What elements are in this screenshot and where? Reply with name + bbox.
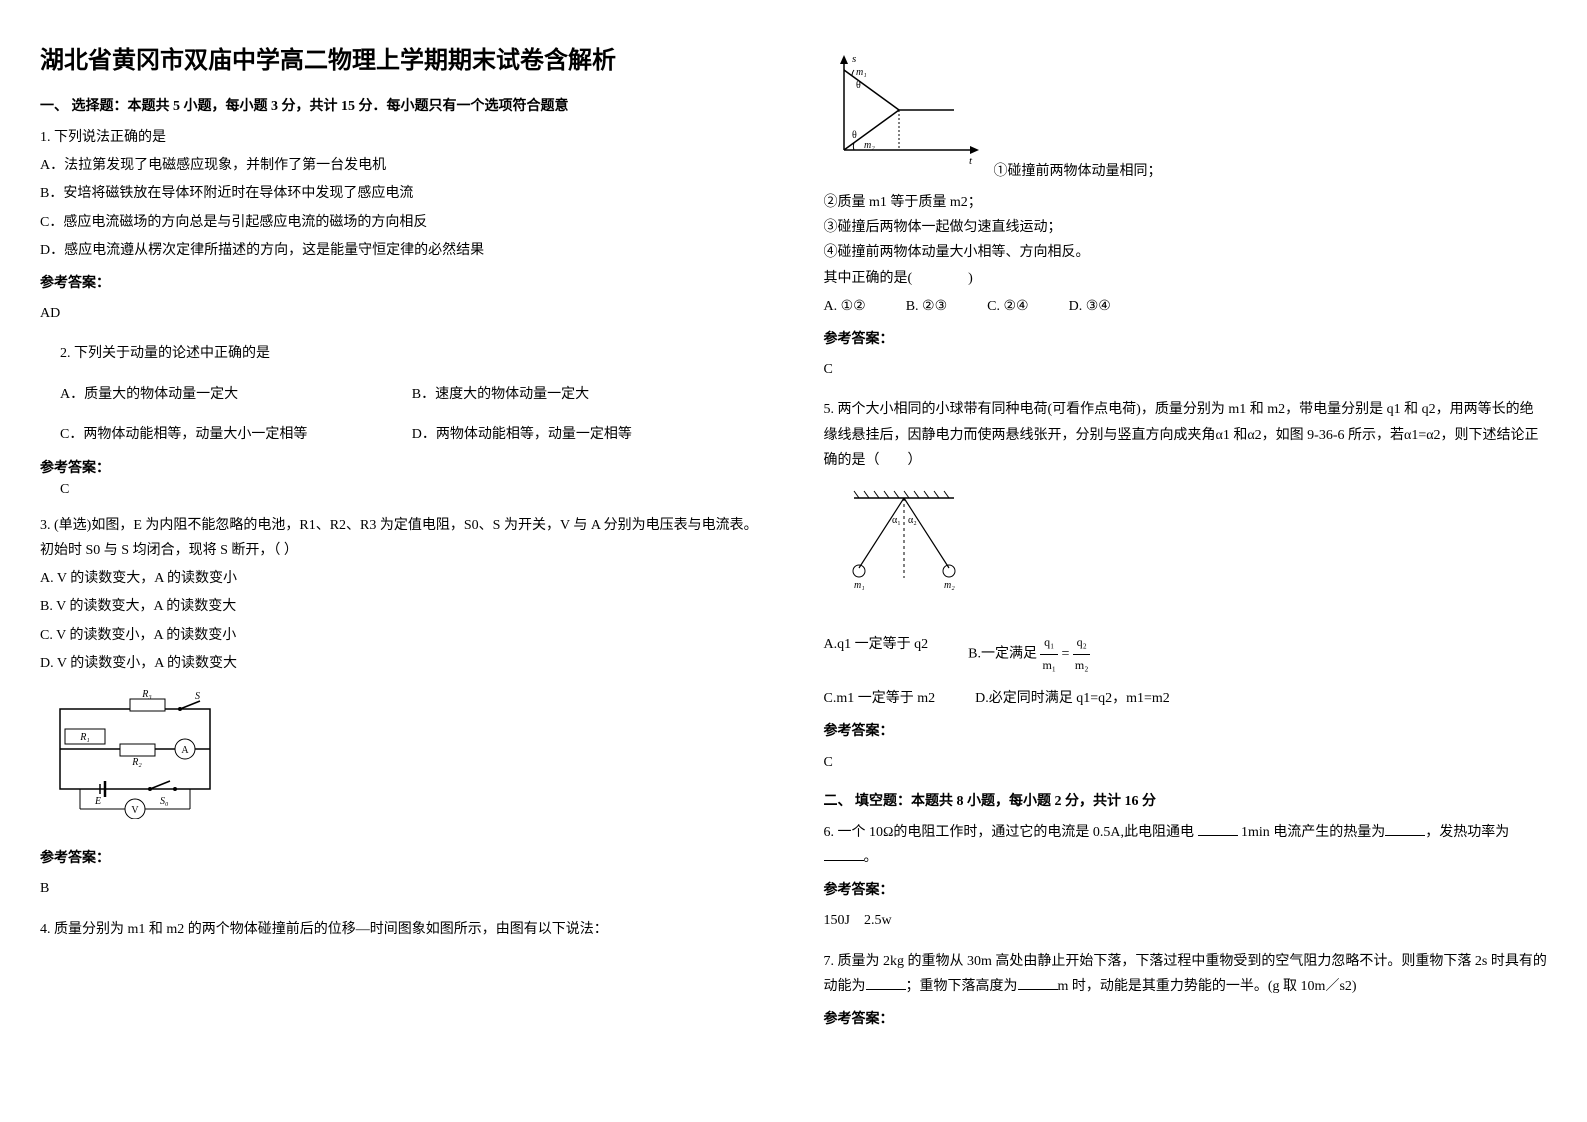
q5-stem: 5. 两个大小相同的小球带有同种电荷(可看作点电荷)，质量分别为 m1 和 m2… [824, 397, 1548, 473]
q7-stem-b: ；重物下落高度为 [906, 979, 1018, 994]
q3-answer-label: 参考答案： [40, 846, 764, 871]
question-2: 2. 下列关于动量的论述中正确的是 A．质量大的物体动量一定大 B．速度大的物体… [60, 341, 764, 447]
q1-optB: B．安培将磁铁放在导体环附近时在导体环中发现了感应电流 [40, 181, 764, 206]
q4-cond4: ④碰撞前两物体动量大小相等、方向相反。 [824, 240, 1548, 265]
q3-optB: B. V 的读数变大，A 的读数变大 [40, 594, 764, 619]
q2-answer: C [60, 482, 764, 498]
q4-stem: 4. 质量分别为 m1 和 m2 的两个物体碰撞前后的位移—时间图象如图所示，由… [40, 917, 764, 942]
m2-label: m₂ [864, 140, 875, 151]
q4-optD: D. ③④ [1069, 294, 1111, 319]
q1-optC: C．感应电流磁场的方向总是与引起感应电流的磁场的方向相反 [40, 210, 764, 235]
q4-optA: A. ①② [824, 294, 866, 319]
q4-answer-label: 参考答案： [824, 327, 1548, 352]
q2-optB: B．速度大的物体动量一定大 [412, 382, 764, 407]
q3-answer: B [40, 876, 764, 901]
circuit-diagram: R₃ S R₁ R₂ A E [40, 689, 240, 819]
question-4-continued: ②质量 m1 等于质量 m2； ③碰撞后两物体一起做匀速直线运动； ④碰撞前两物… [824, 190, 1548, 382]
q5-optD: D.必定同时满足 q1=q2，m1=m2 [975, 686, 1170, 711]
pendulum-diagram: α₁ α₂ m₁ m₂ [824, 483, 984, 593]
alpha1: α₁ [892, 515, 901, 526]
q6-answer: 150J 2.5w [824, 908, 1548, 933]
frac-q2m2: q₂ m₂ [1073, 632, 1091, 676]
q5-optB-prefix: B.一定满足 [968, 646, 1040, 661]
q6-blank1 [1198, 821, 1238, 836]
question-6: 6. 一个 10Ω的电阻工作时，通过它的电流是 0.5A,此电阻通电 1min … [824, 820, 1548, 934]
q7-blank2 [1018, 975, 1058, 990]
question-7: 7. 质量为 2kg 的重物从 30m 高处由静止开始下落，下落过程中重物受到的… [824, 949, 1548, 1033]
ylabel: s [852, 53, 856, 65]
q2-optD: D．两物体动能相等，动量一定相等 [412, 422, 764, 447]
q2-optA: A．质量大的物体动量一定大 [60, 382, 412, 407]
q4-cond2: ②质量 m1 等于质量 m2； [824, 190, 1548, 215]
label-V: V [131, 805, 139, 816]
q1-optA: A．法拉第发现了电磁感应现象，并制作了第一台发电机 [40, 153, 764, 178]
label-S0: S₀ [160, 796, 169, 807]
section1-header: 一、 选择题：本题共 5 小题，每小题 3 分，共计 15 分．每小题只有一个选… [40, 95, 764, 115]
q6-stem-c: ，发热功率为 [1425, 825, 1509, 840]
xlabel: t [969, 155, 973, 167]
q5-answer-label: 参考答案： [824, 719, 1548, 744]
question-5: 5. 两个大小相同的小球带有同种电荷(可看作点电荷)，质量分别为 m1 和 m2… [824, 397, 1548, 775]
frac-num-q2: q₂ [1073, 632, 1091, 655]
frac-den-m2: m₂ [1073, 655, 1091, 677]
section2-header: 二、 填空题：本题共 8 小题，每小题 2 分，共计 16 分 [824, 790, 1548, 810]
right-column: s t m₁ θ m₂ θ ①碰撞前两物体动量相同； [824, 40, 1548, 1042]
q7-stem-c: m 时，动能是其重力势能的一半。(g 取 10m／s2) [1058, 979, 1357, 994]
theta2: θ [852, 130, 857, 141]
frac-num-q1: q₁ [1040, 632, 1058, 655]
q1-answer: AD [40, 301, 764, 326]
question-1: 1. 下列说法正确的是 A．法拉第发现了电磁感应现象，并制作了第一台发电机 B．… [40, 125, 764, 326]
label-E: E [94, 796, 101, 807]
label-R1: R₁ [79, 732, 90, 743]
q6-stem-d: 。 [864, 850, 878, 865]
label-S: S [195, 691, 200, 702]
alpha2: α₂ [908, 515, 917, 526]
q2-answer-label: 参考答案： [40, 457, 764, 477]
q3-optD: D. V 的读数变小，A 的读数变大 [40, 651, 764, 676]
q3-optA: A. V 的读数变大，A 的读数变小 [40, 566, 764, 591]
m1-label: m₁ [856, 67, 867, 78]
q6-stem-b: 1min 电流产生的热量为 [1238, 825, 1386, 840]
q1-answer-label: 参考答案： [40, 271, 764, 296]
label-A: A [181, 745, 189, 756]
q5-optB: B.一定满足 q₁ m₁ = q₂ m₂ [968, 632, 1090, 676]
q7-blank1 [866, 975, 906, 990]
q2-optC: C．两物体动能相等，动量大小一定相等 [60, 422, 412, 447]
page-title: 湖北省黄冈市双庙中学高二物理上学期期末试卷含解析 [40, 40, 764, 75]
label-R2: R₂ [131, 757, 142, 768]
q5-optC: C.m1 一定等于 m2 [824, 686, 936, 711]
q6-answer-label: 参考答案： [824, 878, 1548, 903]
frac-q1m1: q₁ m₁ [1040, 632, 1058, 676]
label-R3: R₃ [141, 689, 152, 700]
q5-answer: C [824, 750, 1548, 775]
q6-blank2 [1385, 821, 1425, 836]
question-4-stem: 4. 质量分别为 m1 和 m2 的两个物体碰撞前后的位移—时间图象如图所示，由… [40, 917, 764, 942]
m1-ball: m₁ [854, 580, 865, 591]
q2-stem: 2. 下列关于动量的论述中正确的是 [60, 341, 764, 366]
q4-cond3: ③碰撞后两物体一起做匀速直线运动； [824, 215, 1548, 240]
q4-optC: C. ②④ [987, 294, 1028, 319]
q4-ask: 其中正确的是( ) [824, 266, 1548, 291]
q3-stem: 3. (单选)如图，E 为内阻不能忽略的电池，R1、R2、R3 为定值电阻，S0… [40, 513, 764, 563]
q7-answer-label: 参考答案： [824, 1007, 1548, 1032]
left-column: 湖北省黄冈市双庙中学高二物理上学期期末试卷含解析 一、 选择题：本题共 5 小题… [40, 40, 764, 1042]
frac-den-m1: m₁ [1040, 655, 1058, 677]
displacement-time-graph: s t m₁ θ m₂ θ [824, 50, 984, 170]
theta1: θ [856, 80, 861, 91]
q5-optA: A.q1 一定等于 q2 [824, 632, 929, 676]
q4-graph-row: s t m₁ θ m₂ θ ①碰撞前两物体动量相同； [824, 40, 1548, 180]
m2-ball: m₂ [944, 580, 955, 591]
question-3: 3. (单选)如图，E 为内阻不能忽略的电池，R1、R2、R3 为定值电阻，S0… [40, 513, 764, 902]
q1-optD: D．感应电流遵从楞次定律所描述的方向，这是能量守恒定律的必然结果 [40, 238, 764, 263]
q6-blank3 [824, 846, 864, 861]
q3-optC: C. V 的读数变小，A 的读数变小 [40, 623, 764, 648]
q6-stem-a: 6. 一个 10Ω的电阻工作时，通过它的电流是 0.5A,此电阻通电 [824, 825, 1198, 840]
q4-optB: B. ②③ [906, 294, 947, 319]
q4-answer: C [824, 357, 1548, 382]
q1-stem: 1. 下列说法正确的是 [40, 125, 764, 150]
q4-cond1: ①碰撞前两物体动量相同； [994, 160, 1162, 180]
